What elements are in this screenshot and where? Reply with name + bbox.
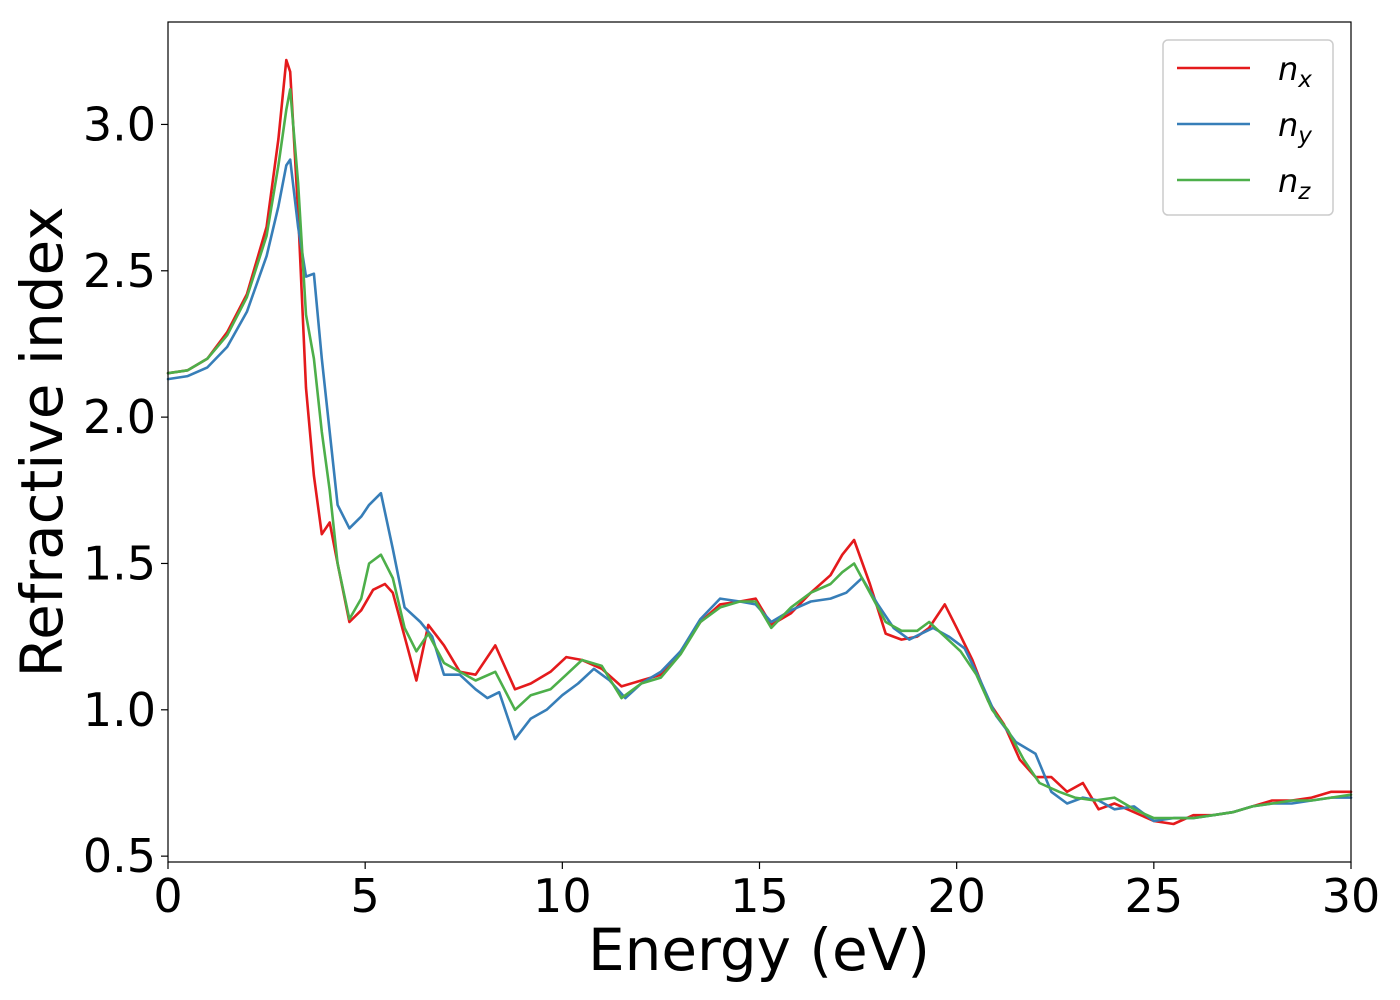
y-tick-label: 2.0 — [83, 390, 156, 444]
y-axis-title: Refractive index — [8, 206, 76, 677]
x-tick-label: 10 — [533, 869, 592, 923]
x-tick-label: 15 — [730, 869, 789, 923]
y-tick-label: 2.5 — [83, 244, 156, 298]
y-tick-label: 1.5 — [83, 536, 156, 590]
legend-items: nx ny nz — [1177, 50, 1312, 205]
legend: nx ny nz — [1162, 39, 1334, 216]
x-tick-label: 25 — [1125, 869, 1184, 923]
series-line-y — [166, 158, 1353, 823]
x-tick-label: 0 — [153, 869, 182, 923]
y-tick-label: 0.5 — [83, 829, 156, 883]
legend-label-y: ny — [1278, 106, 1312, 149]
y-tick-label: 3.0 — [83, 97, 156, 151]
legend-box — [1162, 39, 1334, 216]
x-tick-label: 30 — [1322, 869, 1381, 923]
legend-label-x: nx — [1278, 50, 1312, 93]
legend-label-z: nz — [1278, 162, 1311, 205]
ticks-layer: 0 5 10 15 20 25 30 0.5 1.0 1.5 2.0 2.5 3.0 — [83, 97, 1380, 923]
series-layer — [166, 58, 1353, 826]
y-tick-label: 1.0 — [83, 683, 156, 737]
x-tick-label: 20 — [927, 869, 986, 923]
x-tick-label: 5 — [351, 869, 380, 923]
series-line-z — [166, 88, 1353, 820]
x-axis-title: Energy (eV) — [588, 916, 930, 984]
